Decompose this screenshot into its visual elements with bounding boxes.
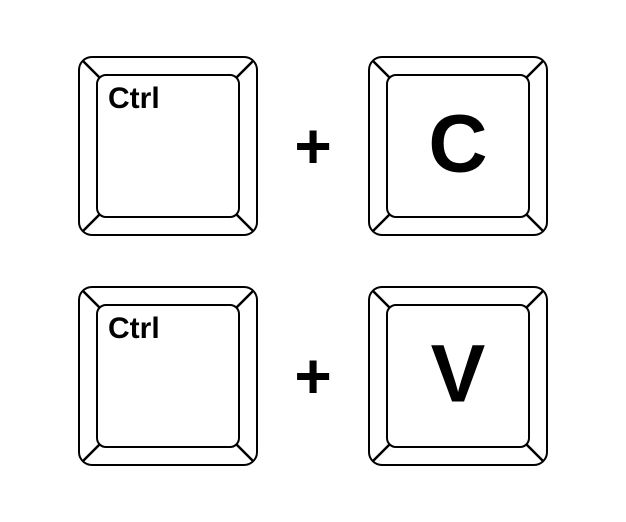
ctrl-key: Ctrl	[78, 56, 258, 236]
v-key: V	[368, 286, 548, 466]
ctrl-key: Ctrl	[78, 286, 258, 466]
key-label-c: C	[428, 103, 487, 185]
shortcut-row-paste: Ctrl + V	[60, 286, 566, 466]
key-label-ctrl: Ctrl	[108, 314, 160, 344]
plus-icon: +	[288, 344, 338, 408]
key-label-ctrl: Ctrl	[108, 84, 160, 114]
key-label-v: V	[431, 333, 486, 415]
plus-icon: +	[288, 114, 338, 178]
c-key: C	[368, 56, 548, 236]
shortcut-row-copy: Ctrl + C	[60, 56, 566, 236]
